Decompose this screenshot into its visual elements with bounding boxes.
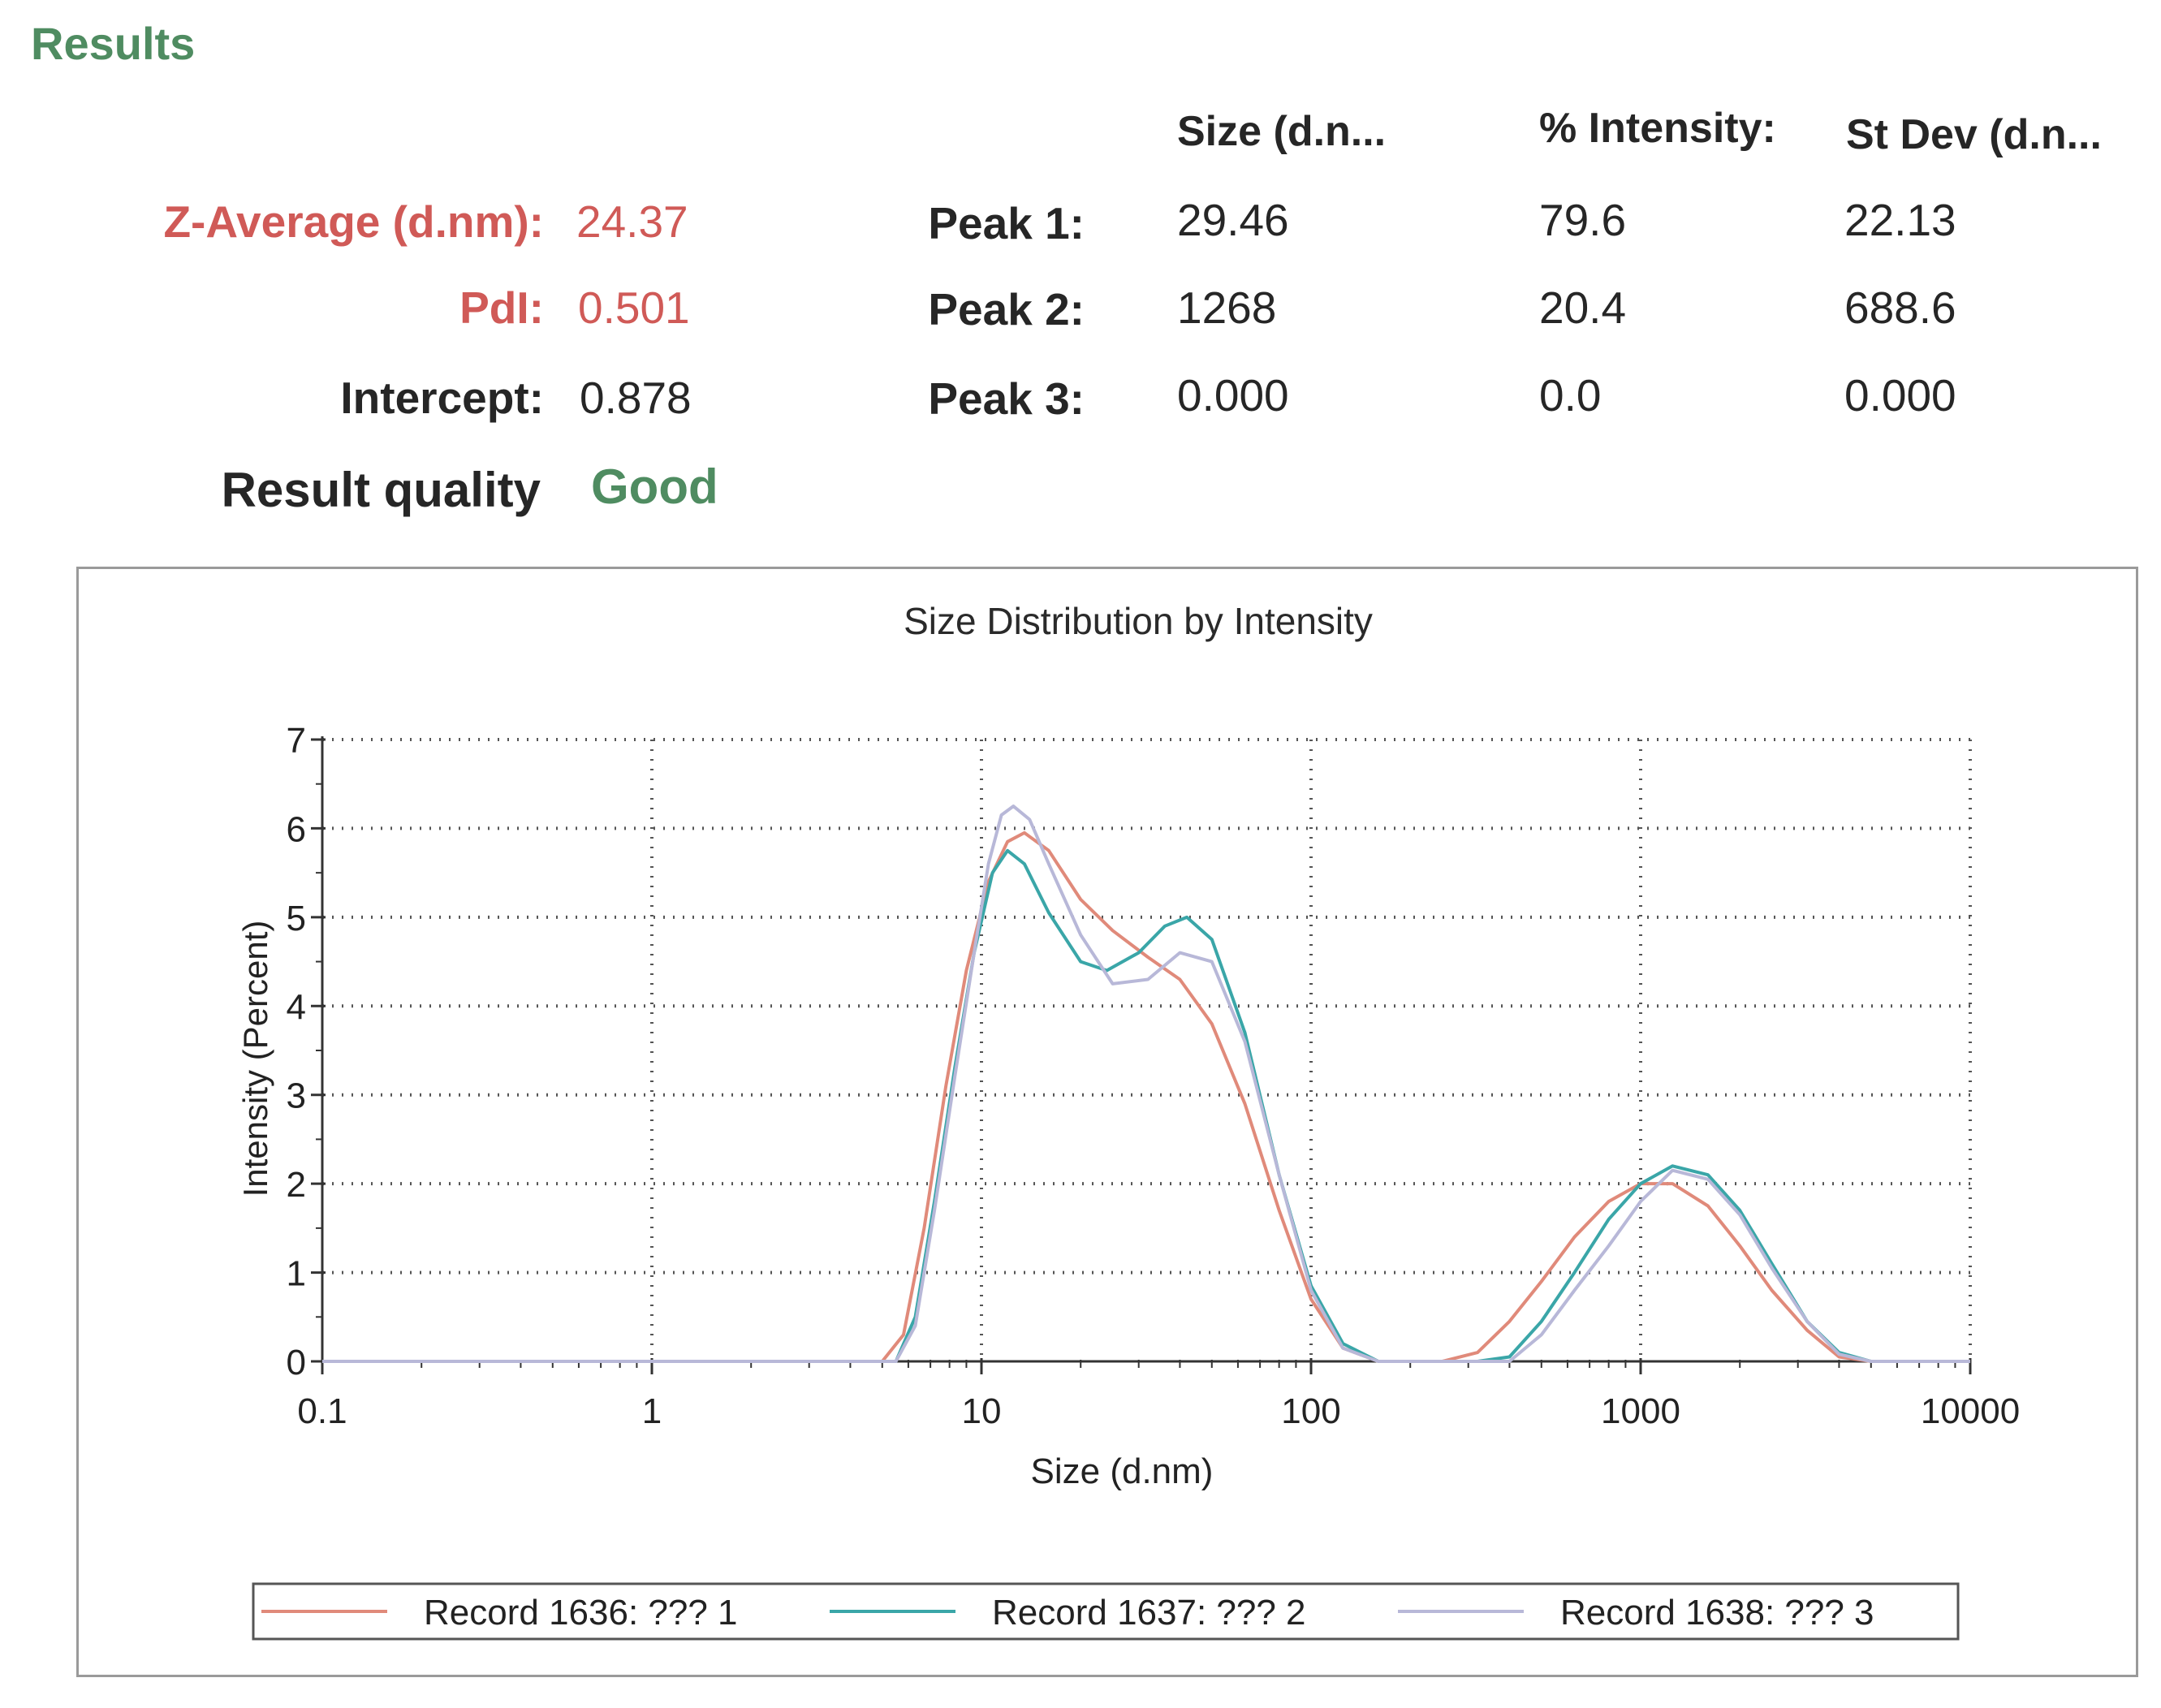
result-quality-label: Result quality xyxy=(221,463,541,517)
x-tick-label-1: 1 xyxy=(642,1391,662,1431)
y-tick-label-6: 6 xyxy=(287,809,306,849)
chart-frame: Size Distribution by Intensity 0 1 2 3 4 5 6 7 0.… xyxy=(76,567,2138,1677)
peak-1-stdev: 22.13 xyxy=(1844,195,1956,245)
x-tick-label-1000: 1000 xyxy=(1601,1391,1680,1431)
chart-title: Size Distribution by Intensity xyxy=(904,600,1373,642)
y-tick-label-2: 2 xyxy=(287,1165,306,1205)
peak-2-label: Peak 2: xyxy=(928,284,1085,334)
size-distribution-chart: Size Distribution by Intensity 0 1 2 3 4 5 6 7 0.… xyxy=(236,600,2020,1641)
legend-label-2: Record 1637: ??? 2 xyxy=(992,1593,1306,1633)
peak-2-stdev: 688.6 xyxy=(1844,283,1956,333)
table-header-size: Size (d.n... xyxy=(1177,108,1387,155)
peak-3-size: 0.000 xyxy=(1177,370,1289,421)
y-tick-label-5: 5 xyxy=(287,899,306,938)
pdi-value: 0.501 xyxy=(578,283,690,333)
legend-label-3: Record 1638: ??? 3 xyxy=(1560,1593,1874,1633)
x-axis-label: Size (d.nm) xyxy=(1031,1451,1214,1491)
peak-1-label: Peak 1: xyxy=(928,198,1085,248)
table-header-stdev: St Dev (d.n... xyxy=(1846,111,2102,158)
y-tick-label-4: 4 xyxy=(287,987,306,1027)
results-title: Results xyxy=(31,18,196,69)
series-line-2 xyxy=(322,848,1970,1363)
series-line-3 xyxy=(322,804,1970,1363)
legend-box xyxy=(252,1582,1960,1641)
peak-3-intensity: 0.0 xyxy=(1539,370,1602,421)
intercept-value: 0.878 xyxy=(580,373,692,423)
y-tick-label-0: 0 xyxy=(287,1343,306,1382)
table-header-intensity: % Intensity: xyxy=(1539,105,1776,152)
x-tick-label-10: 10 xyxy=(962,1391,1002,1431)
x-tick-label-10000: 10000 xyxy=(1921,1391,2020,1431)
y-tick-label-7: 7 xyxy=(287,721,306,761)
peak-1-size: 29.46 xyxy=(1177,195,1289,245)
peak-2-size: 1268 xyxy=(1177,283,1277,333)
x-tick-label-0.1: 0.1 xyxy=(297,1391,347,1431)
x-tick-label-100: 100 xyxy=(1281,1391,1340,1431)
legend-label-1: Record 1636: ??? 1 xyxy=(424,1593,738,1633)
pdi-label: PdI: xyxy=(459,283,544,333)
series-line-1 xyxy=(322,830,1970,1363)
peak-3-label: Peak 3: xyxy=(928,373,1085,424)
y-tick-label-1: 1 xyxy=(287,1254,306,1294)
z-average-value: 24.37 xyxy=(576,196,688,247)
intercept-label: Intercept: xyxy=(340,373,544,423)
z-average-label: Z-Average (d.nm): xyxy=(163,196,544,247)
peak-3-stdev: 0.000 xyxy=(1844,370,1956,421)
peak-1-intensity: 79.6 xyxy=(1539,195,1627,245)
y-tick-label-3: 3 xyxy=(287,1076,306,1116)
peak-2-intensity: 20.4 xyxy=(1539,283,1627,333)
result-quality-value: Good xyxy=(591,459,718,514)
y-axis-label: Intensity (Percent) xyxy=(236,921,274,1197)
